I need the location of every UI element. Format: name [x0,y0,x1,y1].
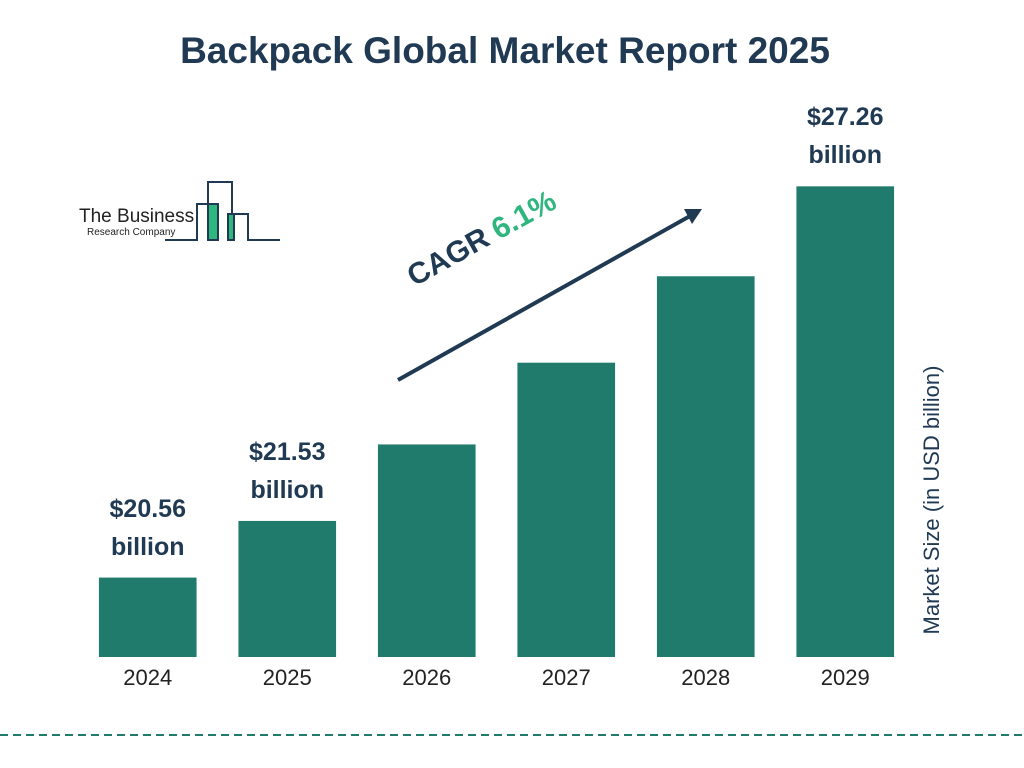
x-tick-label: 2026 [402,665,452,690]
logo-subtext: Research Company [87,227,176,238]
x-tick-label: 2028 [681,665,731,690]
value-label: $20.56 billion [109,494,186,561]
value-label: $21.53 billion [249,437,326,504]
x-tick-label: 2029 [820,665,870,690]
chart-title: Backpack Global Market Report 2025 [180,30,830,71]
cagr-arrow [397,209,702,382]
bar [517,362,616,657]
x-tick-label: 2024 [123,665,173,690]
x-tick-label: 2025 [262,665,312,690]
bar [238,520,337,657]
y-axis-label: Market Size (in USD billion) [919,365,944,635]
logo-icon [165,181,280,241]
logo-text: The Business [79,206,195,227]
bar [98,577,197,657]
bar [796,186,895,657]
x-tick-label: 2027 [541,665,591,690]
bar [377,444,476,657]
bar [656,276,755,657]
value-label: $27.26 billion [807,103,884,170]
